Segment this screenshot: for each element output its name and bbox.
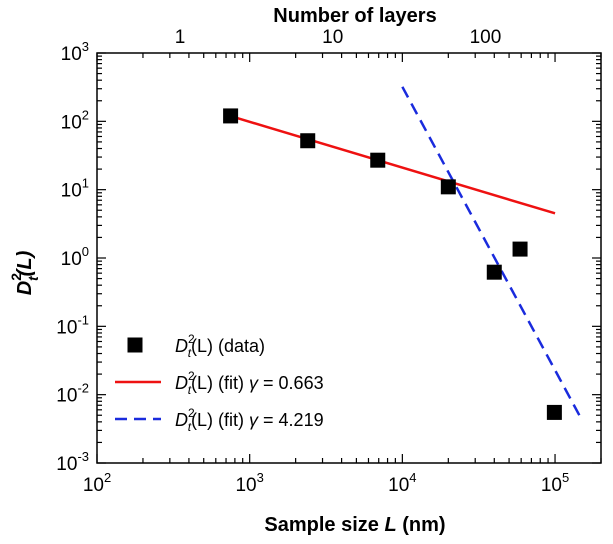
tick-labels: 102 103 104 105 10-3 10-2 10-1 100 101 102 103 1 10 1… bbox=[56, 27, 569, 496]
x-tick-label: 102 bbox=[83, 470, 111, 496]
y-tick-label: 10-2 bbox=[56, 381, 89, 407]
data-point bbox=[440, 179, 456, 195]
legend-marker-square bbox=[127, 337, 143, 353]
plot-frame bbox=[96, 52, 602, 464]
data-point bbox=[546, 404, 562, 420]
fit-line-dashed bbox=[401, 86, 581, 417]
tick-marks bbox=[96, 52, 602, 464]
x-tick-label: 104 bbox=[388, 470, 416, 496]
y-axis-title: D2t(L) bbox=[8, 250, 41, 295]
y-tick-label: 103 bbox=[61, 39, 89, 65]
top-tick-label: 1 bbox=[175, 27, 186, 48]
x-tick-label: 103 bbox=[235, 470, 263, 496]
data-point bbox=[486, 264, 502, 280]
fit-line-solid bbox=[225, 113, 556, 215]
data-point bbox=[370, 152, 386, 168]
y-tick-label: 101 bbox=[61, 176, 89, 202]
x-tick-label: 105 bbox=[541, 470, 569, 496]
legend-label: D2 t(L) (fit) γ = 4.219 bbox=[175, 406, 324, 434]
data-point bbox=[223, 108, 239, 124]
plot-frame-layer bbox=[96, 52, 602, 464]
series-layer bbox=[223, 86, 581, 420]
y-tick-label: 100 bbox=[61, 244, 89, 270]
x-axis-title: Sample size L (nm) bbox=[264, 514, 445, 536]
y-tick-label: 10-1 bbox=[56, 312, 89, 338]
top-axis-title: Number of layers bbox=[273, 5, 436, 27]
data-point bbox=[300, 133, 316, 149]
y-tick-label: 10-3 bbox=[56, 449, 89, 475]
top-tick-label: 10 bbox=[322, 27, 343, 48]
top-tick-label: 100 bbox=[470, 27, 502, 48]
legend: D2 t(L) (data) D2 t(L) (fit) γ = 0.663 D2 t(L… bbox=[115, 332, 324, 434]
y-tick-label: 102 bbox=[61, 107, 89, 133]
legend-label: D2 t(L) (fit) γ = 0.663 bbox=[175, 369, 324, 397]
data-point bbox=[512, 241, 528, 257]
legend-label: D2 t(L) (data) bbox=[175, 332, 265, 360]
